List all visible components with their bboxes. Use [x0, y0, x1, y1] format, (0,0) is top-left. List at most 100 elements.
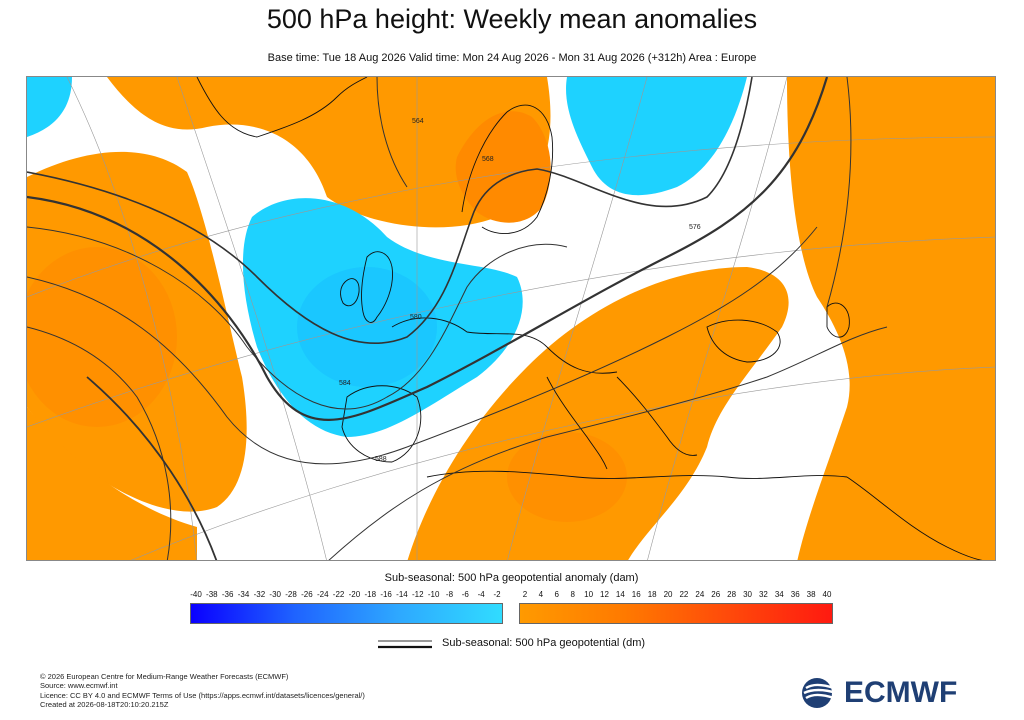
greenland-coast [196, 77, 368, 138]
negative-tick-label: -24 [316, 590, 329, 599]
contour-label-group: 564 568 576 580 584 588 [339, 118, 701, 463]
graticule [27, 77, 995, 560]
positive-tick-label: 24 [695, 590, 705, 599]
negative-tick-labels: -40 -38 -36 -34 -32 -30 -28 -26 -24 -22 -20 -18 -16-… [190, 590, 503, 602]
contour-legend: Sub-seasonal: 500 hPa geopotential (dm) [378, 636, 645, 652]
geopotential-contours [27, 77, 888, 560]
negative-tick-label: -16 [380, 590, 392, 599]
footer: © 2026 European Centre for Medium-Range … [40, 672, 365, 710]
north-africa-coast [426, 470, 848, 479]
positive-tick-label: 22 [679, 590, 689, 599]
positive-core-mediterranean [507, 432, 627, 522]
positive-tick-label: 12 [600, 590, 609, 599]
positive-area-north-atlantic [107, 77, 551, 228]
balkans-coast [616, 376, 698, 456]
map-title: 500 hPa height: Weekly mean anomalies [266, 4, 758, 34]
ireland-coast [340, 278, 360, 307]
scandinavia-coast [461, 104, 554, 234]
map-subtitle: Base time: Tue 18 Aug 2026 Valid time: M… [267, 52, 757, 64]
negative-tick-label: -30 [269, 590, 281, 599]
negative-tick-label: -14 [396, 590, 408, 599]
contour-label-576: 576 [689, 224, 701, 231]
footer-created: Created at 2026-08-18T20:10:20.215Z [40, 700, 169, 710]
ecmwf-logo-icon [802, 678, 837, 708]
positive-tick-label: 26 [711, 590, 721, 599]
contour-west-loop [27, 326, 172, 560]
negative-tick-label: -32 [253, 590, 266, 599]
positive-tick-labels: 2 4 6 8 10 12 14 16 18 20 22 24 26 28 30 32 34 36 38 40 [519, 590, 833, 602]
positive-tick-label: 38 [806, 590, 816, 599]
positive-anomaly-areas [27, 77, 995, 560]
ecmwf-logo[interactable]: ECMWF [800, 676, 990, 710]
positive-tick-label: 40 [822, 590, 832, 599]
positive-area-southwest-atlantic [27, 407, 197, 560]
negative-colorbar [190, 603, 503, 624]
contour-label-568: 568 [482, 156, 494, 163]
negative-tick-label: -18 [364, 590, 377, 599]
footer-source: Source: www.ecmwf.int [40, 681, 118, 691]
negative-tick-label: -12 [412, 590, 424, 599]
positive-tick-label: 28 [727, 590, 737, 599]
contour-564 [27, 77, 753, 345]
black-sea-coast [706, 319, 781, 363]
footer-copyright: © 2026 European Centre for Medium-Range … [40, 672, 289, 681]
negative-tick-label: -36 [221, 590, 234, 599]
contour-580 [27, 226, 818, 465]
negative-area-north-west [27, 77, 72, 137]
positive-tick-label: 36 [790, 590, 800, 599]
negative-tick-label: -20 [348, 590, 361, 599]
positive-tick-label: 6 [554, 590, 560, 599]
positive-tick-label: 34 [774, 590, 784, 599]
positive-core-west [27, 247, 177, 427]
coastlines [196, 77, 983, 560]
iberia-coast [341, 385, 422, 463]
positive-area-east [787, 77, 995, 560]
positive-tick-label: 8 [570, 590, 575, 599]
positive-tick-label: 32 [758, 590, 768, 599]
positive-tick-label: 10 [584, 590, 594, 599]
negative-tick-label: -8 [445, 590, 454, 599]
positive-tick-label: 18 [647, 590, 657, 599]
contour-east [826, 77, 852, 308]
positive-area-mediterranean [407, 267, 789, 560]
positive-area-scandinavia [455, 111, 551, 223]
negative-area-north-east [566, 77, 747, 196]
negative-anomaly-areas [27, 77, 747, 437]
contour-legend-swatch [378, 640, 432, 649]
positive-colorbar [519, 603, 833, 624]
negative-tick-label: -4 [477, 590, 485, 599]
contour-label-580: 580 [410, 314, 422, 321]
negative-tick-label: -6 [461, 590, 469, 599]
negative-tick-label: -22 [332, 590, 345, 599]
arabia-coast [846, 476, 983, 560]
positive-tick-label: 4 [538, 590, 544, 599]
contour-north [376, 77, 408, 188]
negative-tick-label: -38 [206, 590, 218, 599]
negative-tick-label: -28 [285, 590, 297, 599]
positive-tick-label: 2 [522, 590, 528, 599]
contour-568 [27, 226, 568, 410]
positive-tick-label: 30 [743, 590, 752, 599]
ecmwf-logo-text: ECMWF [844, 676, 958, 709]
negative-core-western-europe [297, 267, 437, 387]
contour-576 [27, 77, 829, 421]
italy-coast [546, 376, 608, 470]
caspian-coast [826, 302, 850, 338]
footer-licence: Licence: CC BY 4.0 and ECMWF Terms of Us… [40, 690, 365, 700]
negative-tick-label: -40 [190, 590, 202, 599]
contour-588 [328, 326, 888, 560]
negative-tick-label: -26 [301, 590, 313, 599]
positive-tick-label: 16 [631, 590, 641, 599]
british-isles-coast [361, 251, 393, 323]
anomaly-map[interactable]: 564 568 576 580 584 588 [26, 76, 996, 561]
map-canvas: 564 568 576 580 584 588 [27, 77, 995, 560]
contour-label-588: 588 [375, 456, 387, 463]
anomaly-legend-title: Sub-seasonal: 500 hPa geopotential anoma… [384, 572, 639, 584]
contour-label-584: 584 [339, 380, 351, 387]
negative-tick-label: -10 [427, 590, 440, 599]
contour-584 [86, 376, 218, 560]
contour-legend-label: Sub-seasonal: 500 hPa geopotential (dm) [442, 637, 646, 649]
positive-tick-label: 20 [663, 590, 673, 599]
negative-tick-label: -34 [237, 590, 250, 599]
contour-label-564: 564 [412, 118, 424, 125]
